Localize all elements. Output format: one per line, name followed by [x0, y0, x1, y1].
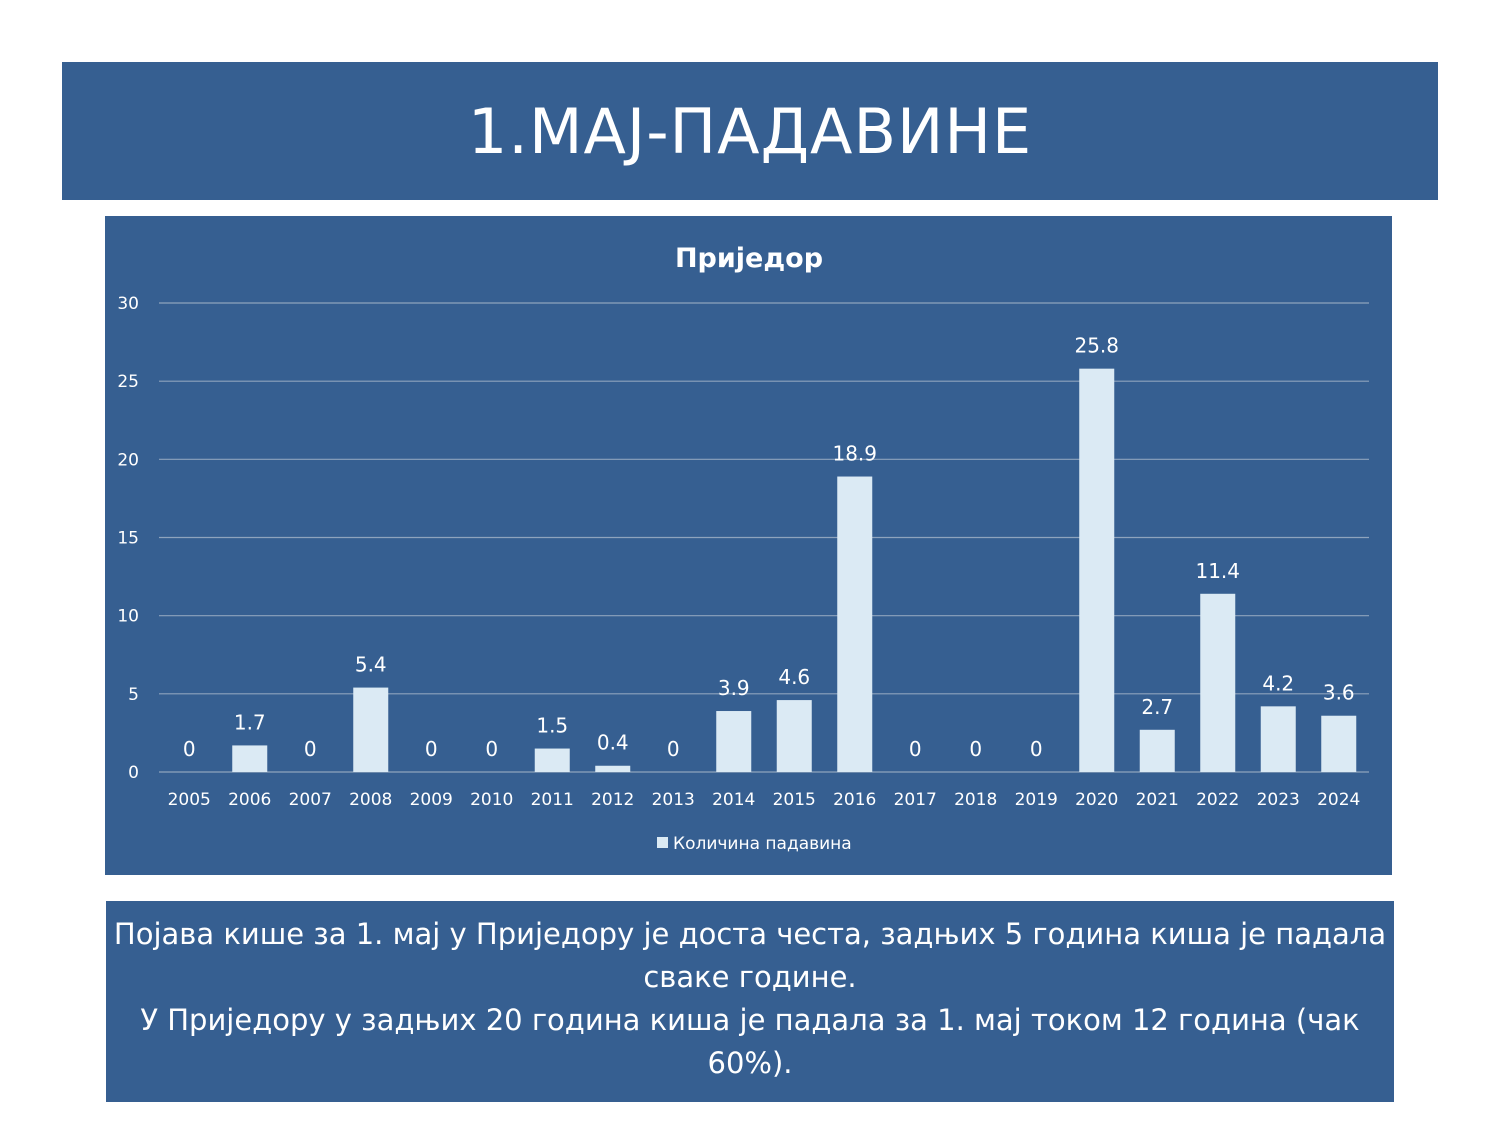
x-tick-label: 2020: [1075, 790, 1118, 810]
bar: [837, 476, 873, 772]
x-tick-label: 2015: [773, 790, 816, 810]
data-label: 0: [304, 737, 317, 761]
x-tick-label: 2021: [1136, 790, 1179, 810]
x-tick-label: 2009: [410, 790, 453, 810]
x-tick-label: 2016: [833, 790, 876, 810]
y-tick-label: 25: [117, 372, 139, 392]
data-label: 1.7: [234, 710, 266, 734]
x-tick-label: 2005: [168, 790, 211, 810]
x-tick-label: 2011: [531, 790, 574, 810]
bar: [1200, 593, 1236, 772]
data-label: 4.2: [1262, 671, 1294, 695]
slide-title: 1.МАЈ-ПАДАВИНЕ: [467, 94, 1033, 168]
x-tick-label: 2023: [1257, 790, 1300, 810]
x-tick-label: 2010: [470, 790, 513, 810]
x-tick-label: 2006: [228, 790, 271, 810]
data-label: 0: [425, 737, 438, 761]
data-label: 0: [1030, 737, 1043, 761]
chart-legend: Количина падавина: [657, 834, 852, 854]
y-tick-label: 5: [128, 685, 139, 705]
x-tick-label: 2007: [289, 790, 332, 810]
y-tick-label: 20: [117, 450, 139, 470]
data-label: 0.4: [597, 731, 629, 755]
chart-panel: Приједор 0 5 10 15 20 25 30 0 2005 1.7 2006 0 2007 5…: [105, 216, 1392, 875]
legend-label: Количина падавина: [673, 834, 852, 854]
bar: [534, 748, 570, 772]
description-line-2: У Приједору у задњих 20 година киша је п…: [140, 1003, 1360, 1080]
description-box: Појава кише за 1. мај у Приједору је дос…: [106, 901, 1394, 1102]
data-label: 0: [969, 737, 982, 761]
x-tick-label: 2018: [954, 790, 997, 810]
data-label: 2.7: [1141, 695, 1173, 719]
x-tick-label: 2017: [894, 790, 937, 810]
data-label: 5.4: [355, 653, 387, 677]
bar: [1139, 729, 1175, 772]
bar: [776, 700, 812, 772]
y-tick-label: 10: [117, 607, 139, 627]
x-tick-label: 2012: [591, 790, 634, 810]
x-tick-label: 2022: [1196, 790, 1239, 810]
y-tick-label: 30: [117, 294, 139, 314]
x-tick-label: 2013: [652, 790, 695, 810]
bar: [595, 765, 631, 772]
x-tick-label: 2014: [712, 790, 755, 810]
y-tick-label: 0: [128, 763, 139, 783]
bar: [1079, 368, 1115, 772]
y-tick-label: 15: [117, 529, 139, 549]
chart-title: Приједор: [675, 243, 823, 274]
data-label: 3.9: [718, 676, 750, 700]
x-tick-label: 2024: [1317, 790, 1360, 810]
data-label: 18.9: [832, 442, 877, 466]
slide-title-banner: 1.МАЈ-ПАДАВИНЕ: [62, 62, 1438, 200]
bar: [232, 745, 268, 772]
bar: [1260, 706, 1296, 772]
bar-chart: Приједор 0 5 10 15 20 25 30 0 2005 1.7 2006 0 2007 5…: [117, 243, 1369, 854]
data-label: 0: [485, 737, 498, 761]
data-label: 0: [909, 737, 922, 761]
data-label: 0: [667, 737, 680, 761]
x-tick-label: 2019: [1015, 790, 1058, 810]
x-tick-label: 2008: [349, 790, 392, 810]
data-label: 4.6: [778, 665, 810, 689]
data-label: 3.6: [1323, 681, 1355, 705]
data-label: 11.4: [1195, 559, 1240, 583]
data-label: 0: [183, 737, 196, 761]
legend-swatch: [657, 837, 668, 848]
data-label: 25.8: [1074, 334, 1119, 358]
bar: [716, 711, 752, 772]
bar: [1321, 715, 1357, 772]
description-line-1: Појава кише за 1. мај у Приједору је дос…: [113, 917, 1387, 994]
bar: [353, 687, 389, 772]
data-label: 1.5: [536, 714, 568, 738]
